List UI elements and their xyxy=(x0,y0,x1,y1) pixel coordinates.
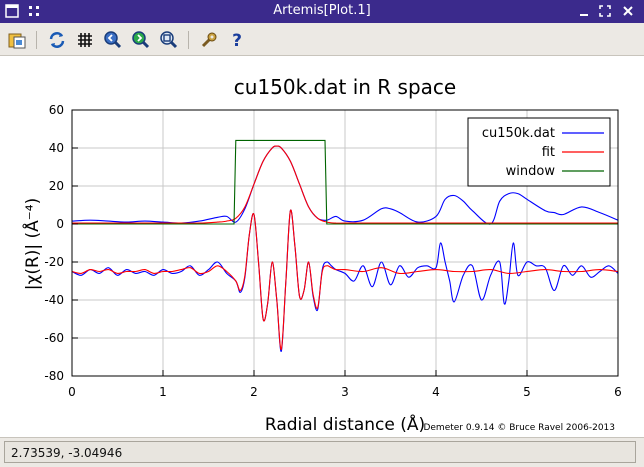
title-bar: Artemis[Plot.1] xyxy=(0,0,644,23)
chart-curves xyxy=(71,139,619,352)
x-tick-label: 6 xyxy=(614,385,622,399)
legend: cu150k.dat fit window xyxy=(467,117,611,187)
pin-icon[interactable] xyxy=(26,3,42,19)
chart-title: cu150k.dat in R space xyxy=(234,75,456,99)
refresh-icon[interactable] xyxy=(46,29,68,51)
y-tick-label: 20 xyxy=(49,179,64,193)
r-space-chart[interactable]: 0 1 2 3 4 5 6 60 40 20 0 -20 -40 -60 -80 cu150k.dat in… xyxy=(0,56,644,437)
zoom-in-icon[interactable] xyxy=(102,29,124,51)
window-title: Artemis[Plot.1] xyxy=(273,3,371,18)
y-axis-label: |χ(R)| (Å⁻⁴) xyxy=(21,198,43,290)
fit-real-part-line xyxy=(71,209,619,350)
close-icon[interactable] xyxy=(620,3,636,19)
x-tick-label: 0 xyxy=(68,385,76,399)
legend-label-fit: fit xyxy=(542,145,555,160)
settings-icon[interactable] xyxy=(198,29,220,51)
svg-text:?: ? xyxy=(232,31,242,50)
x-axis-label: Radial distance (Å) xyxy=(265,413,425,435)
y-tick-label: -60 xyxy=(44,331,64,345)
data-magnitude-line xyxy=(71,145,619,225)
credit-text: Demeter 0.9.14 © Bruce Ravel 2006-2013 xyxy=(423,423,615,433)
fit-magnitude-line xyxy=(72,145,618,224)
zoom-reset-icon[interactable] xyxy=(158,29,180,51)
plot-area[interactable]: 0 1 2 3 4 5 6 60 40 20 0 -20 -40 -60 -80 cu150k.dat in… xyxy=(0,56,644,437)
zoom-out-icon[interactable] xyxy=(130,29,152,51)
y-tick-label: -80 xyxy=(44,369,64,383)
y-tick-label: 60 xyxy=(49,103,64,117)
window-line xyxy=(72,139,618,225)
status-bar: 2.73539, -3.04946 xyxy=(0,437,644,467)
toolbar: ? xyxy=(0,23,644,56)
y-tick-label: 0 xyxy=(56,217,64,231)
x-tick-label: 2 xyxy=(250,385,258,399)
help-icon[interactable]: ? xyxy=(226,29,248,51)
x-tick-label: 5 xyxy=(523,385,531,399)
cursor-coordinates: 2.73539, -3.04946 xyxy=(4,441,636,463)
maximize-icon[interactable] xyxy=(597,3,613,19)
y-tick-label: -40 xyxy=(44,293,64,307)
x-tick-label: 3 xyxy=(341,385,349,399)
minimize-icon[interactable] xyxy=(576,3,592,19)
y-tick-label: -20 xyxy=(44,255,64,269)
save-icon[interactable] xyxy=(6,29,28,51)
x-tick-label: 4 xyxy=(432,385,440,399)
toolbar-separator xyxy=(36,31,37,49)
x-tick-label: 1 xyxy=(159,385,167,399)
legend-label-window: window xyxy=(506,164,556,179)
chart-ticks: 0 1 2 3 4 5 6 60 40 20 0 -20 -40 -60 -80 xyxy=(44,103,621,399)
toolbar-separator xyxy=(188,31,189,49)
legend-label-data: cu150k.dat xyxy=(482,126,555,141)
y-tick-label: 40 xyxy=(49,141,64,155)
grid-icon[interactable] xyxy=(74,29,96,51)
window-menu-icon[interactable] xyxy=(4,3,20,19)
